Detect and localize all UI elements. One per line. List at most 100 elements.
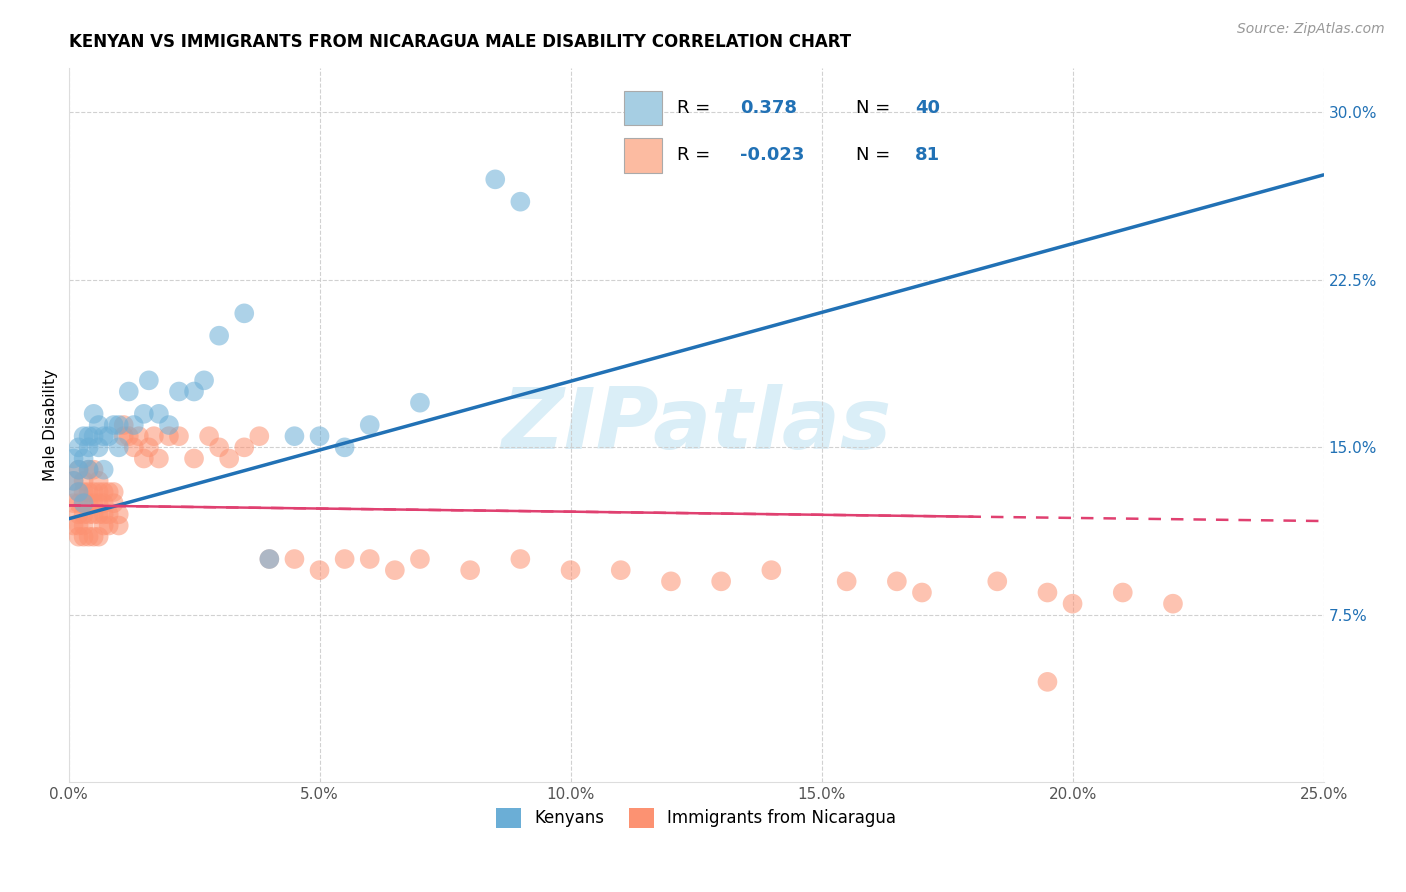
Point	[93, 463, 115, 477]
Point	[128, 429, 150, 443]
Text: 0.378: 0.378	[741, 99, 797, 117]
Point	[118, 384, 141, 399]
Point	[148, 451, 170, 466]
Point	[986, 574, 1008, 589]
Point	[259, 552, 281, 566]
Point	[83, 508, 105, 522]
Point	[208, 441, 231, 455]
Point	[308, 429, 330, 443]
Text: Source: ZipAtlas.com: Source: ZipAtlas.com	[1237, 22, 1385, 37]
Point	[198, 429, 221, 443]
Point	[87, 417, 110, 432]
Point	[87, 508, 110, 522]
Point	[458, 563, 481, 577]
Point	[183, 451, 205, 466]
Point	[77, 463, 100, 477]
Point	[138, 441, 160, 455]
Point	[67, 485, 90, 500]
Point	[62, 474, 84, 488]
Point	[97, 518, 120, 533]
Text: KENYAN VS IMMIGRANTS FROM NICARAGUA MALE DISABILITY CORRELATION CHART: KENYAN VS IMMIGRANTS FROM NICARAGUA MALE…	[69, 33, 851, 51]
Point	[93, 518, 115, 533]
Point	[233, 441, 256, 455]
Point	[72, 530, 94, 544]
Point	[72, 429, 94, 443]
Point	[62, 518, 84, 533]
Point	[62, 451, 84, 466]
Point	[333, 441, 356, 455]
Point	[72, 508, 94, 522]
Point	[218, 451, 240, 466]
Point	[67, 496, 90, 510]
Text: N =: N =	[856, 146, 896, 164]
Point	[509, 552, 531, 566]
Point	[167, 384, 190, 399]
Point	[283, 552, 305, 566]
Point	[83, 407, 105, 421]
FancyBboxPatch shape	[624, 91, 662, 126]
Text: N =: N =	[856, 99, 896, 117]
Point	[122, 441, 145, 455]
Point	[183, 384, 205, 399]
Point	[409, 552, 432, 566]
Point	[83, 485, 105, 500]
Point	[62, 474, 84, 488]
Point	[157, 417, 180, 432]
Point	[283, 429, 305, 443]
Point	[83, 463, 105, 477]
Point	[193, 373, 215, 387]
Point	[886, 574, 908, 589]
Point	[509, 194, 531, 209]
Point	[157, 429, 180, 443]
Point	[333, 552, 356, 566]
Point	[359, 552, 381, 566]
Point	[107, 508, 129, 522]
Point	[138, 373, 160, 387]
Point	[67, 485, 90, 500]
Point	[911, 585, 934, 599]
Point	[122, 417, 145, 432]
Point	[107, 417, 129, 432]
Point	[1112, 585, 1135, 599]
Point	[72, 485, 94, 500]
Point	[93, 508, 115, 522]
Point	[484, 172, 506, 186]
Text: -0.023: -0.023	[741, 146, 804, 164]
Point	[247, 429, 270, 443]
Point	[1036, 674, 1059, 689]
Point	[610, 563, 633, 577]
Point	[103, 496, 125, 510]
Point	[62, 496, 84, 510]
Point	[107, 518, 129, 533]
Point	[259, 552, 281, 566]
Point	[72, 474, 94, 488]
FancyBboxPatch shape	[624, 137, 662, 173]
Point	[87, 441, 110, 455]
Point	[710, 574, 733, 589]
Point	[77, 496, 100, 510]
Y-axis label: Male Disability: Male Disability	[44, 369, 58, 481]
Point	[560, 563, 582, 577]
Point	[72, 451, 94, 466]
Legend: Kenyans, Immigrants from Nicaragua: Kenyans, Immigrants from Nicaragua	[489, 801, 903, 835]
Point	[77, 441, 100, 455]
Point	[67, 463, 90, 477]
Point	[233, 306, 256, 320]
Point	[77, 485, 100, 500]
Point	[67, 530, 90, 544]
Point	[87, 530, 110, 544]
Point	[384, 563, 406, 577]
Text: R =: R =	[678, 99, 716, 117]
Point	[118, 429, 141, 443]
Point	[87, 496, 110, 510]
Point	[67, 518, 90, 533]
Point	[103, 417, 125, 432]
Point	[67, 508, 90, 522]
Point	[107, 441, 129, 455]
Point	[83, 496, 105, 510]
Text: 81: 81	[915, 146, 941, 164]
Text: 40: 40	[915, 99, 941, 117]
Point	[148, 407, 170, 421]
Point	[142, 429, 165, 443]
Point	[87, 474, 110, 488]
